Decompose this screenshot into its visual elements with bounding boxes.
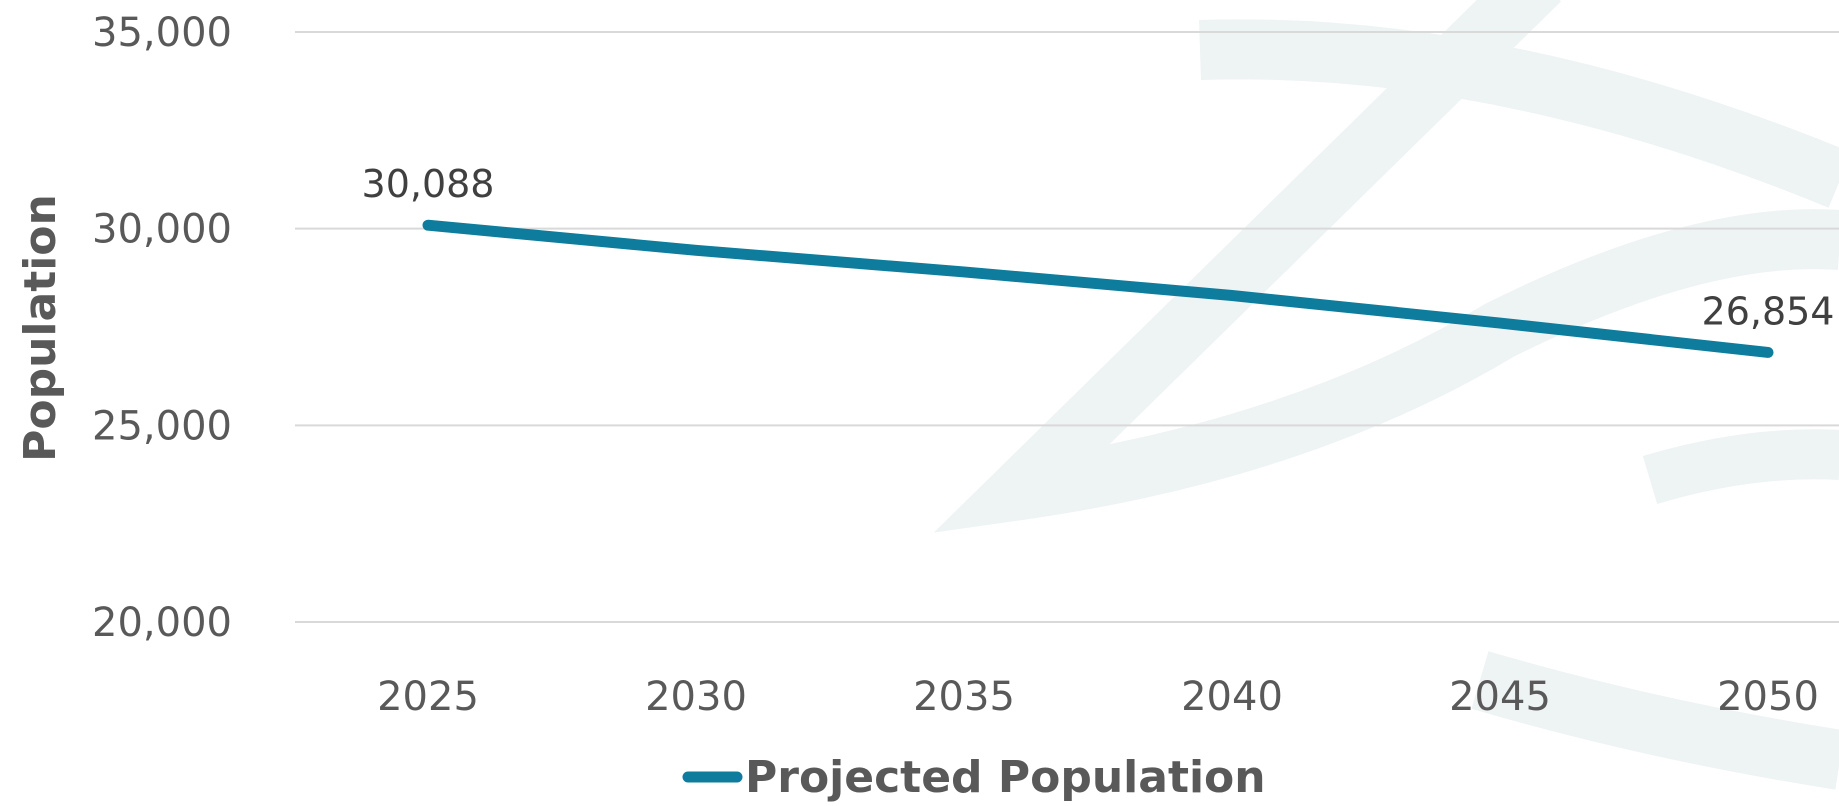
legend: Projected Population — [682, 752, 1266, 803]
gridlines — [295, 31, 1839, 623]
y-tick-label: 20,000 — [92, 600, 232, 646]
series-line-projected-population — [422, 219, 1774, 358]
legend-label: Projected Population — [745, 752, 1266, 803]
y-tick-label: 30,000 — [92, 207, 232, 253]
data-labels: 30,088 26,854 — [362, 162, 1835, 333]
data-label: 30,088 — [362, 162, 495, 206]
y-axis: 20,000 25,000 30,000 35,000 — [92, 10, 232, 646]
x-tick-label: 2025 — [377, 674, 479, 720]
watermark-logo — [933, 0, 1839, 790]
x-tick-label: 2030 — [645, 674, 747, 720]
series — [422, 219, 1774, 358]
x-tick-label: 2040 — [1181, 674, 1283, 720]
y-axis-title: Population — [15, 194, 66, 462]
data-label: 26,854 — [1702, 289, 1835, 333]
x-tick-label: 2045 — [1449, 674, 1551, 720]
y-tick-label: 35,000 — [92, 10, 232, 56]
x-axis: 2025 2030 2035 2040 2045 2050 — [377, 674, 1819, 720]
x-tick-label: 2050 — [1717, 674, 1819, 720]
x-tick-label: 2035 — [913, 674, 1015, 720]
y-tick-label: 25,000 — [92, 403, 232, 449]
